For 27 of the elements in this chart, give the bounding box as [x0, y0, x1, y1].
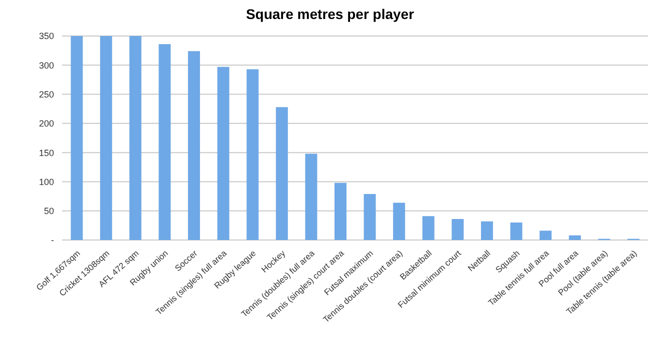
- bar: [246, 69, 259, 240]
- y-tick-label: 350: [38, 31, 54, 42]
- bar: [217, 66, 230, 240]
- bar: [452, 219, 464, 240]
- bar: [393, 202, 406, 240]
- y-tick-label: 100: [38, 176, 54, 187]
- chart-title: Square metres per player: [244, 5, 416, 24]
- bar: [422, 216, 434, 240]
- bar: [100, 36, 112, 240]
- bar: [305, 154, 318, 240]
- y-tick-label: 150: [38, 148, 54, 158]
- y-tick-label: 50: [44, 206, 54, 216]
- bar: [158, 44, 171, 240]
- bar: [480, 221, 493, 240]
- bar: [364, 194, 376, 240]
- bar: [70, 36, 83, 240]
- bar: [129, 36, 142, 240]
- y-tick-label: 200: [38, 118, 54, 129]
- y-tick-label: -: [51, 235, 54, 246]
- bar: [276, 107, 288, 240]
- y-tick-label: 250: [38, 89, 54, 100]
- bar: [568, 235, 581, 240]
- y-tick-label: 300: [38, 60, 54, 70]
- bar: [540, 230, 552, 240]
- bar: [188, 51, 200, 240]
- bar: [510, 222, 522, 240]
- bar: [334, 182, 346, 240]
